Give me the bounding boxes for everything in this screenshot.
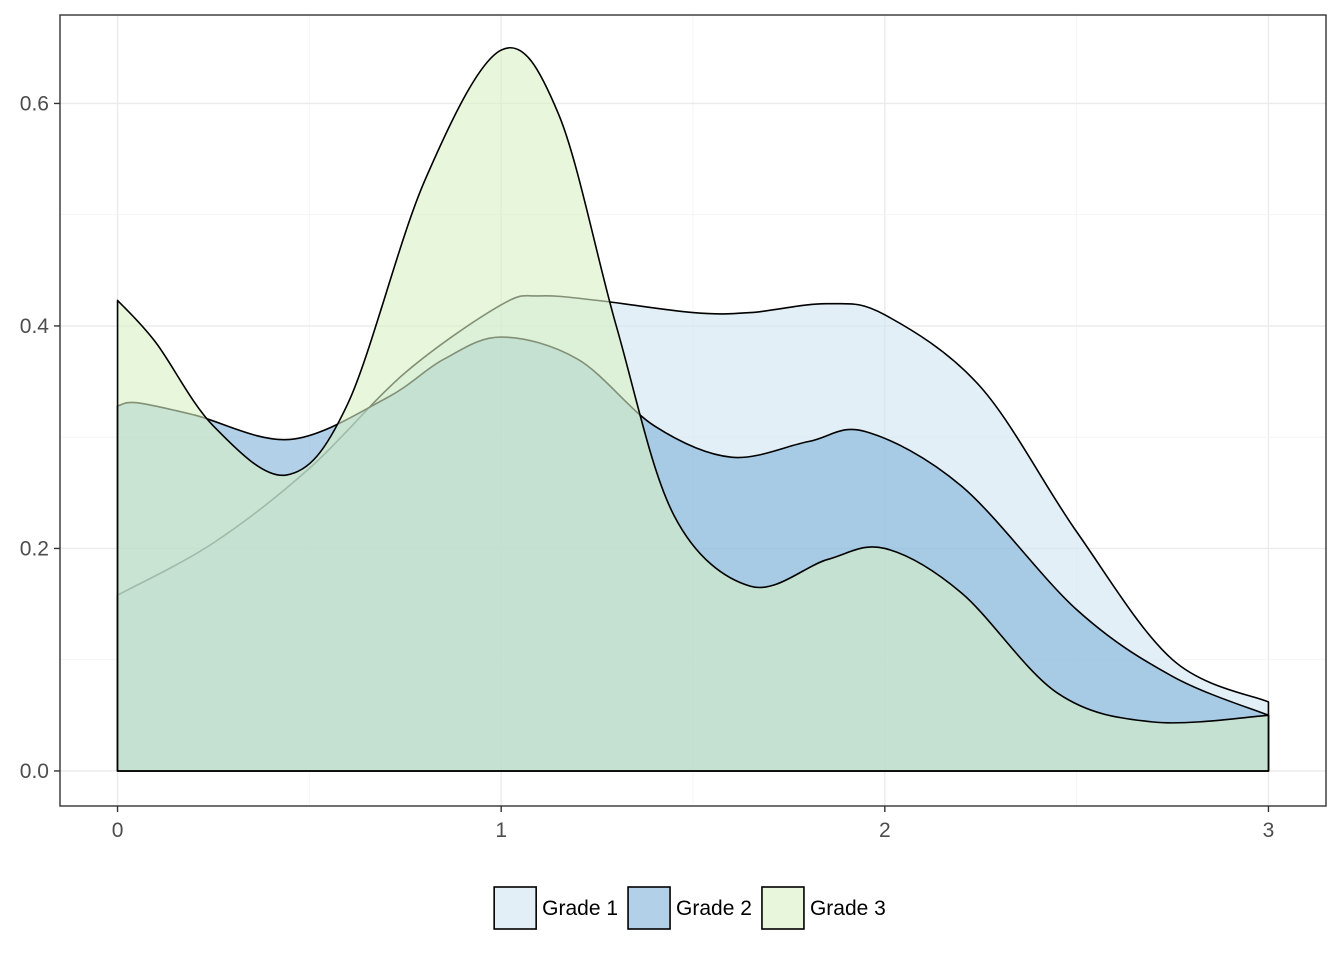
x-tick-label: 1 xyxy=(495,819,507,842)
x-tick-label: 0 xyxy=(112,819,124,842)
y-tick-label: 0.6 xyxy=(20,92,49,115)
y-tick-label: 0.0 xyxy=(20,760,49,783)
axes: 0 1 2 3 0.0 0.2 0.4 0.6 xyxy=(20,92,1275,842)
plot-panel-border xyxy=(59,14,1327,807)
legend: Grade 1 Grade 2 Grade 3 xyxy=(493,886,886,930)
legend-key-grade-1 xyxy=(493,886,537,930)
legend-label-grade-3: Grade 3 xyxy=(810,897,886,920)
x-tick-label: 3 xyxy=(1263,819,1275,842)
x-tick-label: 2 xyxy=(879,819,891,842)
legend-key-grade-3 xyxy=(761,886,805,930)
y-tick-label: 0.2 xyxy=(20,537,49,560)
y-tick-label: 0.4 xyxy=(20,315,50,338)
legend-key-grade-2 xyxy=(627,886,671,930)
legend-label-grade-2: Grade 2 xyxy=(676,897,752,920)
density-area-grade-3 xyxy=(116,47,1270,772)
legend-label-grade-1: Grade 1 xyxy=(542,897,618,920)
density-areas xyxy=(116,47,1270,772)
